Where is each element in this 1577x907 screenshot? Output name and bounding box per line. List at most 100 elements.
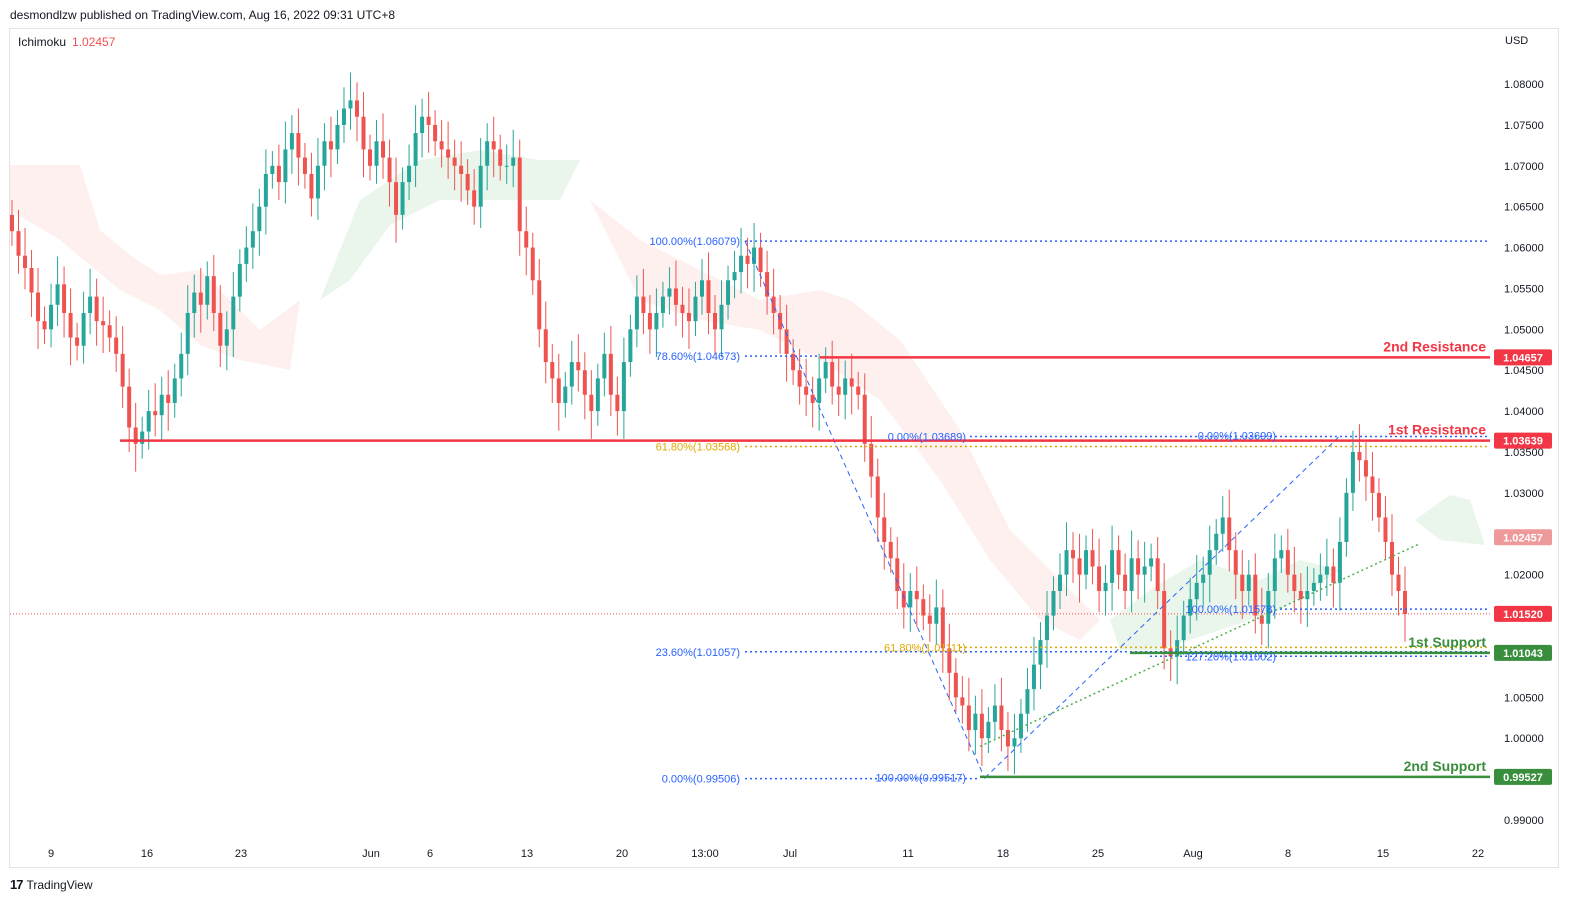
candle-body	[654, 312, 659, 330]
y-tick-label: 1.07500	[1504, 120, 1544, 132]
candle-body	[1383, 517, 1388, 542]
price-badge	[1494, 529, 1552, 546]
x-tick-label: 6	[427, 848, 433, 860]
indicator-legend[interactable]: Ichimoku 1.02457	[18, 35, 115, 49]
candle-body	[1058, 574, 1063, 592]
candle-body	[992, 705, 997, 722]
price-badge	[1494, 432, 1552, 449]
candle-body	[381, 141, 386, 158]
candle-body	[628, 329, 633, 363]
candle-body	[62, 284, 67, 313]
candle-body	[23, 255, 28, 268]
candle-body	[289, 133, 294, 150]
indicator-value: 1.02457	[72, 35, 116, 49]
candle-body	[563, 386, 568, 403]
footer-brand[interactable]: 17 TradingView	[10, 877, 93, 892]
y-tick-label: 1.05500	[1504, 283, 1544, 295]
candle-body	[908, 591, 913, 608]
candle-body	[42, 321, 47, 330]
candle-body	[309, 173, 314, 199]
candle-body	[1031, 664, 1036, 690]
candle-body	[1077, 558, 1082, 575]
candle-body	[1298, 591, 1303, 600]
candle-body	[739, 255, 744, 273]
candle-body	[1018, 713, 1023, 739]
price-badge-label: 1.01520	[1503, 609, 1543, 621]
candle-body	[218, 312, 223, 346]
y-tick-label: 1.03000	[1504, 488, 1544, 500]
candle-body	[263, 173, 268, 207]
candle-body	[75, 337, 80, 346]
candle-body	[1149, 558, 1154, 567]
candle-body	[413, 133, 418, 166]
candle-body	[589, 394, 594, 412]
candle-body	[387, 157, 392, 183]
candle-body	[49, 304, 54, 330]
candle-body	[830, 362, 835, 387]
candle-body	[439, 141, 444, 150]
publish-header: desmondlzw published on TradingView.com,…	[10, 8, 396, 22]
x-tick-label: 16	[141, 848, 153, 860]
candle-body	[16, 231, 21, 256]
price-badge	[1494, 644, 1552, 661]
candle-body	[127, 386, 132, 428]
fib-label: 61.80%(1.01111)	[884, 642, 966, 654]
cloud-bull-area	[1415, 495, 1485, 545]
price-badge	[1494, 605, 1552, 622]
candle-body	[1337, 541, 1342, 583]
candle-body	[159, 394, 164, 416]
candle-body	[1162, 591, 1167, 649]
candle-body	[647, 312, 652, 330]
x-tick-label: Jun	[362, 848, 380, 860]
candle-body	[1103, 582, 1108, 592]
candle-body	[745, 255, 750, 264]
candle-body	[88, 296, 93, 313]
candle-body	[94, 296, 99, 322]
candle-body	[101, 321, 106, 326]
candle-body	[569, 362, 574, 387]
candle-body	[328, 141, 333, 150]
x-tick-label: 25	[1092, 848, 1104, 860]
candle-body	[608, 353, 613, 395]
y-tick-label: 1.08000	[1504, 79, 1544, 91]
candle-body	[1331, 566, 1336, 583]
candle-body	[1194, 582, 1199, 600]
candle-body	[1259, 615, 1264, 624]
candle-body	[478, 165, 483, 207]
y-tick-label: 1.00000	[1504, 733, 1544, 745]
candle-body	[1240, 574, 1245, 592]
candle-body	[771, 296, 776, 313]
price-badge-label: 1.03639	[1503, 436, 1543, 448]
candle-body	[960, 697, 965, 706]
y-tick-label: 1.05000	[1504, 324, 1544, 336]
candle-body	[517, 157, 522, 232]
candle-body	[29, 268, 34, 293]
brand-label: TradingView	[26, 877, 93, 892]
x-tick-label: 13	[521, 848, 533, 860]
candle-body	[185, 312, 190, 354]
candle-body	[1129, 558, 1134, 592]
fib-label: 0.00%(1.03699)	[1198, 431, 1276, 443]
candle-body	[407, 165, 412, 183]
candle-body	[1357, 452, 1362, 461]
fib-label: 23.60%(1.01057)	[656, 647, 740, 659]
fib-label: 0.00%(1.03689)	[888, 432, 966, 444]
fib-diagonal	[744, 240, 986, 779]
candle-body	[1370, 476, 1375, 493]
candle-body	[231, 296, 236, 330]
candle-body	[699, 280, 704, 297]
candle-body	[81, 312, 86, 346]
candle-body	[849, 378, 854, 387]
candle-body	[914, 591, 919, 600]
candle-body	[530, 247, 535, 281]
x-tick-label: Aug	[1183, 848, 1203, 860]
candle-body	[1175, 640, 1180, 657]
candle-body	[823, 362, 828, 379]
zone-label: 1st Resistance	[1388, 422, 1486, 438]
candle-body	[1110, 550, 1115, 583]
trend-line	[979, 542, 1421, 748]
candle-body	[537, 280, 542, 330]
candle-body	[582, 370, 587, 395]
candle-body	[120, 353, 125, 387]
